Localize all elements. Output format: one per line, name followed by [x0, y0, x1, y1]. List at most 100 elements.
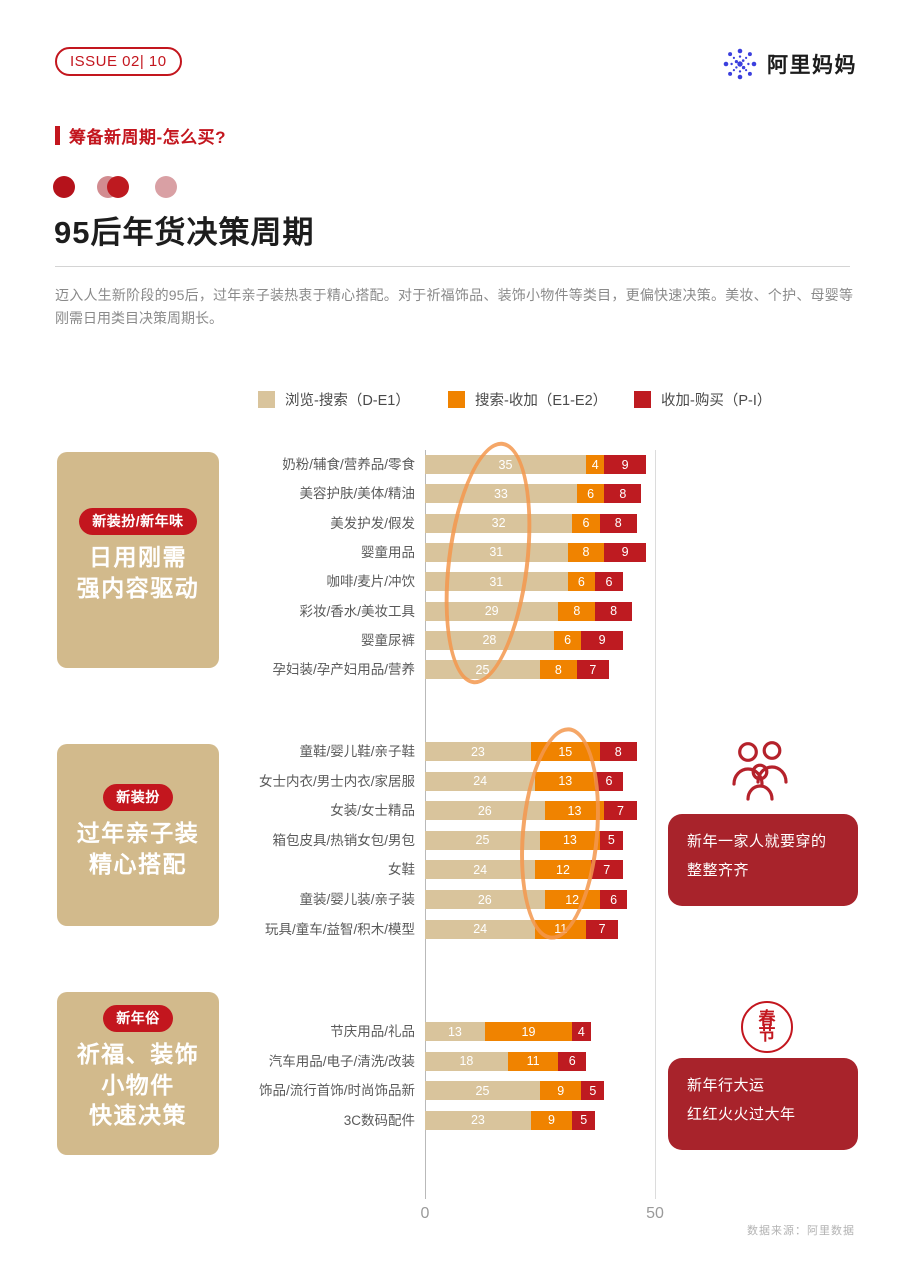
legend-label: 收加-购买（P-I）	[661, 393, 772, 409]
bar-segment-purchase: 6	[558, 1051, 586, 1071]
data-source: 数据来源：阿里数据	[747, 1225, 855, 1237]
bar-segment-purchase: 6	[595, 572, 623, 592]
legend-swatch-search	[448, 391, 465, 408]
stacked-bar: 24 11 7	[425, 919, 619, 939]
group-badge: 新装扮/新年味	[79, 508, 197, 535]
dot-light	[155, 176, 177, 198]
callout-text-line: 红红火火过大年	[687, 1105, 796, 1123]
bar-row: 童装/婴儿装/亲子装 26 12 6	[55, 890, 855, 909]
bar-segment-search: 13	[540, 830, 600, 850]
stacked-bar: 23 15 8	[425, 742, 637, 761]
bar-segment-search: 15	[530, 742, 600, 761]
bar-row: 孕妇装/孕产妇用品/营养 25 8 7	[55, 660, 855, 680]
category-label: 奶粉/辅食/营养品/零食	[282, 457, 415, 472]
bar-row: 童鞋/婴儿鞋/亲子鞋 23 15 8	[55, 742, 855, 761]
bar-segment-purchase: 8	[599, 742, 637, 761]
bar-segment-browse: 29	[425, 601, 559, 621]
callout-new-year-fortune: 新年行大运 红红火火过大年	[668, 1058, 858, 1150]
callout-family-outfits: 新年一家人就要穿的 整整齐齐	[668, 814, 858, 906]
category-label: 婴童尿裤	[361, 632, 415, 648]
bar-segment-browse: 24	[425, 771, 536, 791]
bar-segment-search: 11	[535, 919, 586, 939]
bar-segment-browse: 25	[425, 660, 540, 680]
bar-row: 女鞋 24 12 7	[55, 860, 855, 880]
spring-festival-seal-icon: 春 节	[741, 1001, 793, 1053]
bar-row: 玩具/童车/益智/积木/模型 24 11 7	[55, 919, 855, 939]
bar-row: 节庆用品/礼品 13 19 4	[55, 1022, 855, 1041]
legend-label: 浏览-搜索（D-E1）	[285, 393, 410, 409]
bar-row: 3C数码配件 23 9 5	[55, 1110, 855, 1130]
category-label: 箱包皮具/热销女包/男包	[272, 832, 415, 848]
bar-segment-purchase: 9	[581, 630, 623, 650]
alimama-starburst-icon	[723, 48, 757, 80]
bar-segment-browse: 26	[425, 890, 545, 909]
family-icon	[732, 741, 788, 801]
bar-segment-purchase: 9	[604, 542, 646, 562]
stacked-bar: 24 12 7	[425, 860, 623, 880]
bar-segment-purchase: 4	[572, 1022, 591, 1041]
bar-row: 饰品/流行首饰/时尚饰品新 25 9 5	[55, 1081, 855, 1100]
bar-segment-browse: 13	[425, 1022, 485, 1041]
bar-row: 女士内衣/男士内衣/家居服 24 13 6	[55, 771, 855, 791]
callout-text-line: 新年行大运	[687, 1077, 765, 1094]
bar-segment-search: 6	[567, 572, 596, 592]
stacked-bar: 31 6 6	[425, 572, 623, 592]
bar-segment-search: 6	[576, 484, 605, 504]
group-title-line: 强内容驱动	[76, 574, 200, 601]
legend-item-search: 搜索-收加（E1-E2）	[448, 389, 607, 410]
bar-segment-search: 9	[530, 1110, 573, 1130]
x-tick-50: 50	[646, 1205, 664, 1222]
category-label: 婴童用品	[361, 544, 415, 560]
seal-char-top: 春	[758, 1008, 776, 1028]
bar-segment-browse: 31	[425, 542, 568, 562]
category-label: 女鞋	[388, 862, 415, 878]
axis-line-zero	[425, 450, 426, 1199]
group-card-new-year-customs: 新年俗 祈福、装饰 小物件 快速决策	[57, 992, 219, 1155]
category-label: 节庆用品/礼品	[330, 1024, 415, 1039]
stacked-bar: 33 6 8	[425, 484, 642, 504]
decorative-dots	[53, 176, 193, 198]
stacked-bar: 29 8 8	[425, 601, 632, 621]
dot-pair-front	[107, 176, 129, 198]
bar-segment-search: 12	[535, 860, 591, 880]
bar-segment-purchase: 5	[581, 1081, 605, 1100]
bar-row: 箱包皮具/热销女包/男包 25 13 5	[55, 830, 855, 850]
category-label: 美发护发/假发	[330, 515, 415, 531]
category-label: 3C数码配件	[343, 1112, 415, 1128]
bar-segment-search: 8	[540, 660, 577, 680]
group-card-daily-necessities: 新装扮/新年味 日用刚需 强内容驱动	[57, 452, 219, 668]
category-label: 童鞋/婴儿鞋/亲子鞋	[299, 744, 415, 759]
bar-segment-purchase: 7	[604, 801, 637, 821]
group-card-family-outfits: 新装扮 过年亲子装 精心搭配	[57, 744, 219, 926]
description-paragraph: 迈入人生新阶段的95后，过年亲子装热衷于精心搭配。对于祈福饰品、装饰小物件等类目…	[55, 287, 853, 327]
bar-segment-browse: 32	[425, 513, 573, 533]
section-label: 筹备新周期-怎么买?	[55, 123, 226, 148]
stacked-bar: 25 9 5	[425, 1081, 605, 1100]
highlight-ellipse-browse	[432, 436, 544, 690]
bar-segment-browse: 33	[425, 484, 577, 504]
category-label: 女装/女士精品	[330, 803, 415, 819]
bar-segment-purchase: 7	[585, 919, 619, 939]
bar-segment-purchase: 5	[572, 1110, 596, 1130]
bar-row: 咖啡/麦片/冲饮 31 6 6	[55, 572, 855, 592]
bar-row: 女装/女士精品 26 13 7	[55, 801, 855, 821]
brand-logo: 阿里妈妈	[722, 47, 857, 81]
dot-solid	[53, 176, 75, 198]
bar-segment-browse: 25	[425, 830, 540, 850]
stacked-bar: 28 6 9	[425, 630, 623, 650]
bar-segment-browse: 28	[425, 630, 554, 650]
seal-char-bottom: 节	[758, 1025, 776, 1044]
bar-segment-browse: 23	[425, 1110, 531, 1130]
group-title-line: 快速决策	[89, 1102, 187, 1129]
stacked-bar: 13 19 4	[425, 1022, 591, 1041]
bar-row: 彩妆/香水/美妆工具 29 8 8	[55, 601, 855, 621]
bar-segment-search: 8	[567, 542, 605, 562]
bar-row: 婴童用品 31 8 9	[55, 542, 855, 562]
category-label: 咖啡/麦片/冲饮	[326, 574, 415, 590]
stacked-bar: 26 12 6	[425, 890, 628, 909]
category-label: 童装/婴儿装/亲子装	[299, 892, 415, 907]
bar-row: 美容护肤/美体/精油 33 6 8	[55, 484, 855, 504]
bar-segment-search: 13	[535, 771, 596, 791]
bar-segment-purchase: 5	[599, 830, 623, 850]
bar-segment-purchase: 7	[590, 860, 623, 880]
